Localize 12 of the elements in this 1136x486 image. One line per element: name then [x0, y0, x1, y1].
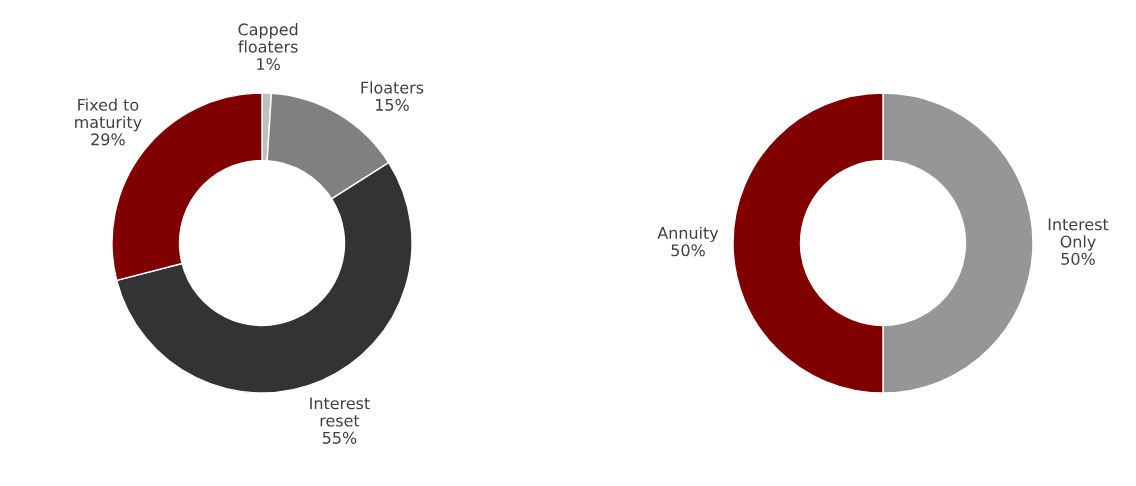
slice-label: Fixed to maturity — [75, 98, 142, 132]
data-label: 50% — [1061, 252, 1095, 265]
slice-label: Annuity — [657, 226, 719, 243]
data-label: 55% — [322, 431, 357, 444]
data-label: 50% — [671, 244, 705, 257]
data-label: 15% — [375, 98, 409, 111]
data-label: 1% — [257, 57, 280, 71]
slice-label: Capped floaters — [238, 23, 298, 53]
slice-label: Interest Only — [1048, 218, 1109, 251]
slice-label: Interest reset — [310, 397, 370, 427]
data-label: 29% — [91, 133, 125, 146]
slice-label: Floaters — [361, 81, 424, 94]
